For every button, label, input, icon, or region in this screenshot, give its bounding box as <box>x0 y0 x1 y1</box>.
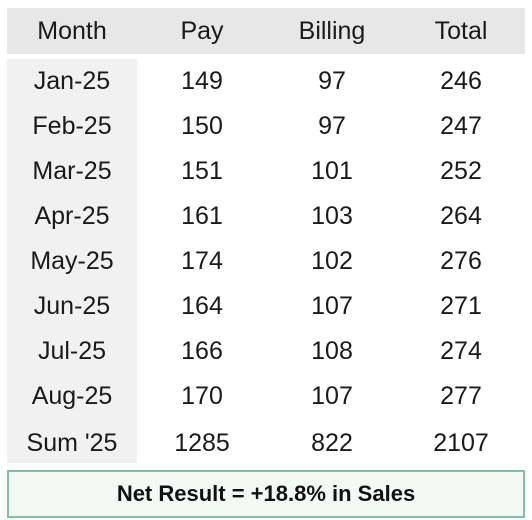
table-row: Jan-25 149 97 246 <box>7 59 525 104</box>
cell-month: Jun-25 <box>33 292 111 320</box>
header-month: Month <box>37 17 107 45</box>
cell-month: May-25 <box>30 247 114 275</box>
net-result-text: Net Result = +18.8% in Sales <box>116 481 416 506</box>
cell-pay: 151 <box>181 157 223 185</box>
table-body: Jan-25 149 97 246 Feb-25 150 97 247 Mar-… <box>7 59 525 467</box>
cell-pay: 150 <box>181 112 223 140</box>
sales-table: Month Pay Billing Total Jan-25 149 97 24… <box>7 8 525 467</box>
cell-billing: 101 <box>311 157 353 185</box>
cell-total: 274 <box>440 337 482 365</box>
header-total: Total <box>434 17 488 45</box>
sum-billing: 822 <box>311 429 353 457</box>
cell-pay: 164 <box>181 292 223 320</box>
table-row: Aug-25 170 107 277 <box>7 374 525 419</box>
cell-month: Apr-25 <box>34 202 110 230</box>
header-billing: Billing <box>298 17 366 45</box>
cell-billing: 97 <box>318 67 346 95</box>
sum-label: Sum '25 <box>26 429 118 457</box>
cell-total: 246 <box>440 67 482 95</box>
cell-billing: 107 <box>311 292 353 320</box>
cell-month: Aug-25 <box>31 382 113 410</box>
cell-billing: 103 <box>311 202 353 230</box>
cell-month: Mar-25 <box>32 157 112 185</box>
sum-total: 2107 <box>433 429 489 457</box>
cell-total: 277 <box>440 382 482 410</box>
table-row: May-25 174 102 276 <box>7 239 525 284</box>
cell-billing: 102 <box>311 247 353 275</box>
cell-billing: 97 <box>318 112 346 140</box>
cell-total: 247 <box>440 112 482 140</box>
cell-total: 276 <box>440 247 482 275</box>
cell-total: 264 <box>440 202 482 230</box>
table-row: Feb-25 150 97 247 <box>7 104 525 149</box>
cell-month: Jul-25 <box>37 337 107 365</box>
sum-row: Sum '25 1285 822 2107 <box>7 419 525 467</box>
cell-pay: 161 <box>181 202 223 230</box>
cell-total: 252 <box>440 157 482 185</box>
net-result-box: Net Result = +18.8% in Sales <box>7 470 525 518</box>
cell-billing: 108 <box>311 337 353 365</box>
cell-pay: 174 <box>181 247 223 275</box>
month-column-shading <box>7 59 137 463</box>
cell-pay: 170 <box>181 382 223 410</box>
cell-pay: 149 <box>181 67 223 95</box>
cell-pay: 166 <box>181 337 223 365</box>
table-header-row: Month Pay Billing Total <box>7 8 525 54</box>
sum-pay: 1285 <box>174 429 230 457</box>
cell-billing: 107 <box>311 382 353 410</box>
table-row: Mar-25 151 101 252 <box>7 149 525 194</box>
cell-month: Feb-25 <box>32 112 112 140</box>
table-row: Jun-25 164 107 271 <box>7 284 525 329</box>
cell-total: 271 <box>440 292 482 320</box>
table-row: Jul-25 166 108 274 <box>7 329 525 374</box>
header-pay: Pay <box>180 17 224 45</box>
table-row: Apr-25 161 103 264 <box>7 194 525 239</box>
cell-month: Jan-25 <box>33 67 111 95</box>
